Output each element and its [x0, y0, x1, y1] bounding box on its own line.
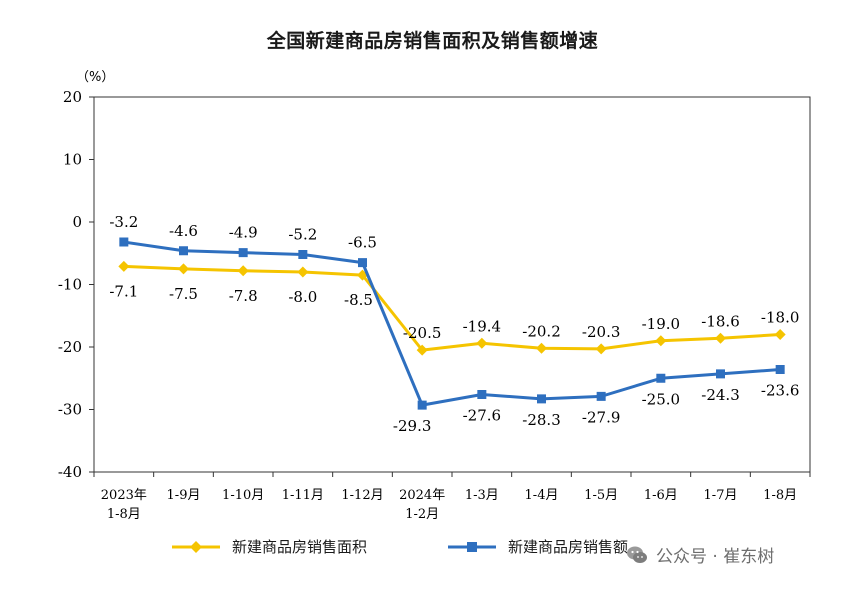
data-point-sales [716, 369, 725, 379]
data-point-sales [358, 258, 367, 268]
data-point-sales [477, 390, 487, 399]
data-point-area [416, 344, 428, 356]
plot-frame [93, 96, 811, 473]
data-label-area: -7.1 [109, 282, 138, 300]
watermark: 公众号 · 崔东树 [626, 542, 774, 567]
y-tick-label: 0 [72, 213, 82, 231]
x-tick-label: 1-11月 [282, 488, 324, 503]
y-tick-label: -10 [58, 276, 82, 294]
data-point-area [774, 329, 786, 340]
x-tick-label: 1-6月 [644, 488, 678, 503]
data-label-sales: -27.6 [463, 407, 501, 425]
wechat-icon [627, 546, 647, 563]
y-tick-label: 10 [63, 151, 82, 169]
data-point-area [715, 332, 726, 344]
legend-item-sales: 新建商品房销售额 [446, 536, 628, 557]
data-label-area: -7.5 [169, 285, 198, 303]
x-tick-label: 1-4月 [525, 488, 559, 503]
watermark-text: 公众号 · 崔东树 [656, 547, 775, 567]
x-tick-label: 1-10月 [222, 488, 264, 503]
chart-title: 全国新建商品房销售面积及销售额增速 [266, 30, 599, 52]
data-point-sales [119, 237, 129, 247]
data-label-sales: -23.6 [761, 382, 799, 400]
data-point-area [536, 342, 547, 354]
data-point-area [476, 337, 488, 349]
data-label-sales: -24.3 [701, 386, 739, 404]
data-label-sales: -29.3 [393, 417, 431, 435]
data-point-sales [179, 246, 188, 256]
x-tick-label: 1-9月 [167, 488, 201, 503]
series-line-area [123, 264, 781, 352]
data-point-sales [656, 373, 666, 383]
legend-item-area: 新建商品房销售面积 [170, 536, 367, 557]
data-label-area: -20.3 [582, 323, 620, 341]
data-point-sales [417, 400, 427, 410]
data-point-area [237, 265, 249, 277]
data-label-sales: -5.2 [288, 226, 317, 244]
y-tick-label: 20 [63, 88, 82, 106]
data-label-sales: -6.5 [348, 234, 377, 252]
data-label-area: -20.5 [403, 324, 441, 342]
data-label-area: -18.0 [761, 309, 799, 327]
data-point-area [178, 263, 189, 275]
x-tick-label: 2024年 1-2月 [399, 488, 445, 522]
data-label-sales: -4.6 [169, 222, 198, 240]
data-point-sales [298, 250, 308, 259]
x-tick-label: 2023年 1-8月 [101, 488, 147, 522]
data-label-area: -8.5 [344, 291, 373, 309]
y-axis-unit-label: （%） [76, 70, 114, 85]
x-tick-label: 1-8月 [763, 488, 797, 503]
y-tick-label: -20 [58, 338, 82, 356]
data-label-area: -19.4 [463, 317, 501, 335]
x-tick-label: 1-12月 [341, 488, 383, 503]
data-point-area [118, 260, 130, 272]
data-point-area [297, 266, 309, 278]
data-point-sales [537, 394, 546, 404]
data-point-area [595, 343, 607, 355]
legend-swatch-area [172, 540, 220, 553]
data-label-sales: -4.9 [229, 224, 258, 242]
data-label-area: -18.6 [701, 312, 739, 330]
data-point-sales [775, 365, 785, 374]
data-label-sales: -3.2 [109, 213, 138, 231]
legend-swatch-sales [448, 541, 496, 552]
x-tick-label: 1-3月 [465, 488, 499, 503]
data-label-sales: -25.0 [642, 390, 680, 408]
data-label-area: -8.0 [288, 288, 317, 306]
data-point-sales [596, 391, 606, 401]
legend-label-area: 新建商品房销售面积 [232, 538, 368, 556]
series-line-sales [123, 240, 781, 407]
data-label-area: -20.2 [522, 322, 560, 340]
data-label-sales: -28.3 [522, 411, 560, 429]
x-tick-label: 1-5月 [584, 488, 618, 503]
data-point-sales [238, 248, 248, 258]
x-tick-label: 1-7月 [704, 488, 738, 503]
y-tick-label: -30 [58, 401, 82, 419]
data-point-area [655, 335, 667, 347]
y-tick-label: -40 [58, 463, 82, 481]
data-label-area: -7.8 [229, 287, 258, 305]
data-label-sales: -27.9 [582, 408, 620, 426]
legend-label-sales: 新建商品房销售额 [508, 538, 629, 556]
data-label-area: -19.0 [642, 315, 680, 333]
